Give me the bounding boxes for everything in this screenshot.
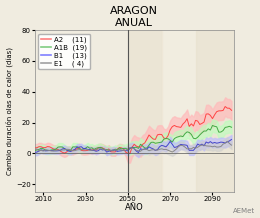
- X-axis label: AÑO: AÑO: [125, 203, 144, 213]
- Bar: [162, 30, 196, 192]
- Title: ARAGON
ANUAL: ARAGON ANUAL: [110, 5, 158, 28]
- Bar: [128, 30, 162, 192]
- Bar: [196, 30, 234, 192]
- Y-axis label: Cambio duración olas de calor (días): Cambio duración olas de calor (días): [5, 47, 13, 175]
- Legend: A2    (11), A1B  (19), B1    (13), E1    ( 4): A2 (11), A1B (19), B1 (13), E1 ( 4): [38, 34, 90, 69]
- Text: AEMet: AEMet: [233, 208, 255, 214]
